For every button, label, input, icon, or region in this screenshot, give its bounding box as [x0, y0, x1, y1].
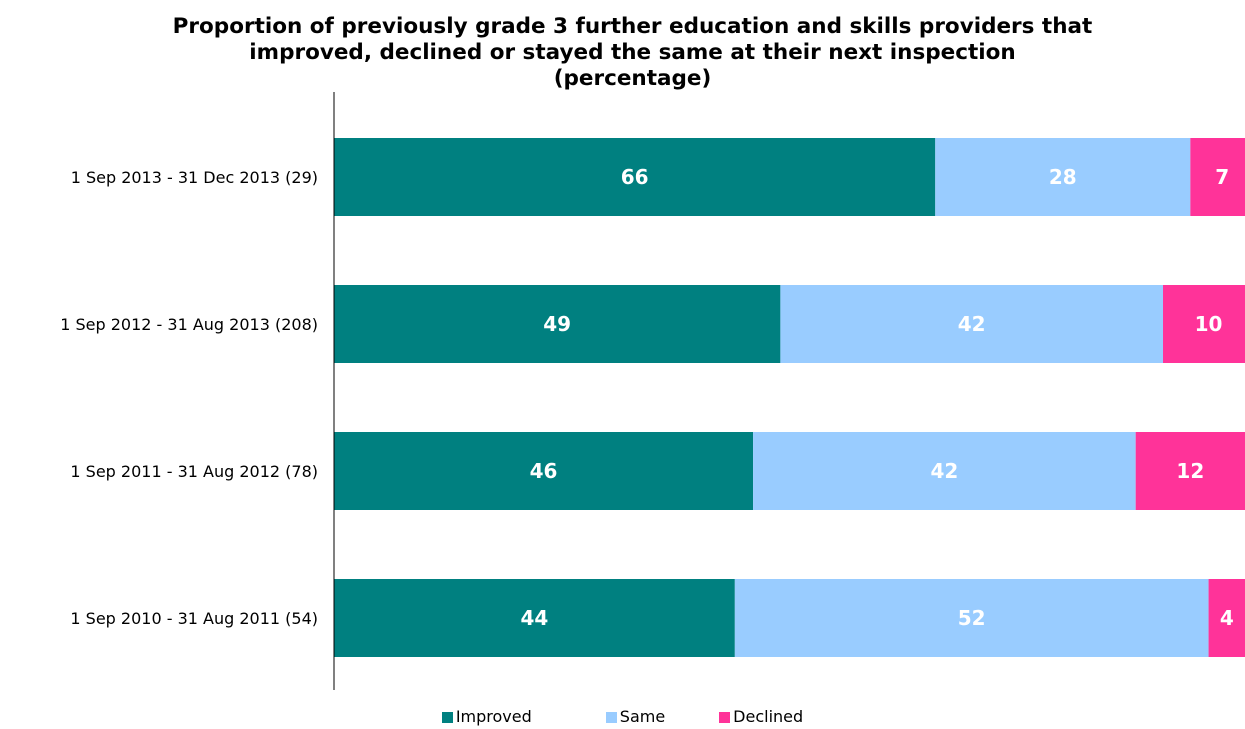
- chart-title-line-2: improved, declined or stayed the same at…: [249, 40, 1016, 65]
- bar-segment-improved: [334, 432, 754, 510]
- data-label-same: 42: [958, 312, 986, 336]
- bar-segment-same: [780, 285, 1164, 363]
- data-label-same: 28: [1049, 165, 1077, 189]
- legend-item-declined: Declined: [719, 707, 803, 727]
- category-labels-group: 1 Sep 2013 - 31 Dec 2013 (29) 1 Sep 2012 …: [60, 168, 318, 628]
- legend-label-declined: Declined: [733, 707, 804, 726]
- legend-swatch-same: [605, 711, 617, 723]
- category-label: 1 Sep 2012 - 31 Aug 2013 (208): [60, 315, 318, 334]
- bar-segment-same: [935, 138, 1191, 216]
- legend-label-improved: Improved: [455, 707, 532, 726]
- data-label-improved: 49: [543, 312, 571, 336]
- legend-label-same: Same: [619, 707, 666, 726]
- legend: Improved Same Declined: [0, 707, 1245, 727]
- bar-segment-same: [734, 579, 1209, 657]
- category-label: 1 Sep 2013 - 31 Dec 2013 (29): [71, 168, 318, 187]
- bar-segment-declined: [1208, 579, 1245, 657]
- bars-group: 66 28 7 49 42 10 46 42 12 44 52 4: [334, 138, 1245, 657]
- category-label: 1 Sep 2011 - 31 Aug 2012 (78): [70, 462, 318, 481]
- chart-title: Proportion of previously grade 3 further…: [0, 14, 1245, 92]
- data-label-same: 42: [930, 459, 958, 483]
- stacked-bar-chart: 66 28 7 49 42 10 46 42 12 44 52 4 1 Sep 2013 - 31 D…: [60, 92, 1245, 690]
- bar-segment-improved: [334, 285, 781, 363]
- legend-item-improved: Improved: [441, 707, 532, 727]
- category-label: 1 Sep 2010 - 31 Aug 2011 (54): [70, 609, 318, 628]
- bar-segment-improved: [334, 579, 735, 657]
- data-label-declined: 4: [1220, 606, 1234, 630]
- data-label-improved: 46: [530, 459, 558, 483]
- chart-title-line-1: Proportion of previously grade 3 further…: [172, 14, 1093, 39]
- data-label-declined: 10: [1195, 312, 1223, 336]
- data-label-declined: 7: [1215, 165, 1229, 189]
- legend-swatch-improved: [441, 711, 453, 723]
- data-label-improved: 44: [520, 606, 548, 630]
- legend-swatch-declined: [719, 711, 731, 723]
- legend-item-same: Same: [605, 707, 666, 727]
- bar-segment-improved: [334, 138, 936, 216]
- bar-segment-declined: [1163, 285, 1245, 363]
- data-label-same: 52: [958, 606, 986, 630]
- bar-segment-same: [753, 432, 1136, 510]
- bar-segment-declined: [1190, 138, 1245, 216]
- data-label-declined: 12: [1176, 459, 1204, 483]
- data-label-improved: 66: [621, 165, 649, 189]
- bar-segment-declined: [1135, 432, 1245, 510]
- chart-title-line-3: (percentage): [553, 66, 712, 91]
